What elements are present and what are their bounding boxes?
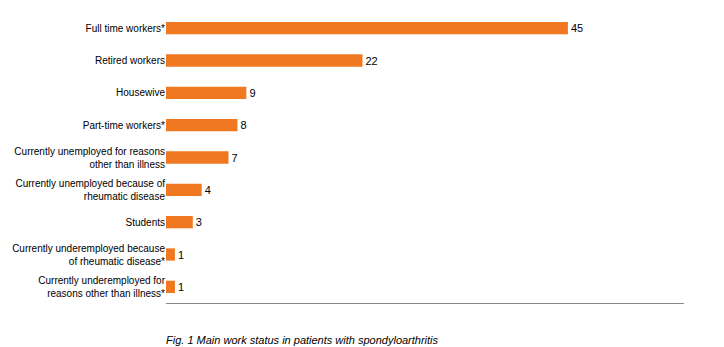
svg-text:3: 3 bbox=[196, 216, 202, 228]
svg-text:Currently underemployed forrea: Currently underemployed forreasons other… bbox=[38, 275, 165, 299]
svg-text:Retired workers: Retired workers bbox=[95, 55, 165, 66]
svg-text:Currently underemployed becaus: Currently underemployed becauseof rheuma… bbox=[12, 243, 165, 267]
svg-text:8: 8 bbox=[240, 119, 246, 131]
svg-text:Students: Students bbox=[126, 217, 165, 228]
svg-text:Fig. 1 Main work status in pat: Fig. 1 Main work status in patients with… bbox=[166, 334, 439, 346]
svg-text:1: 1 bbox=[178, 281, 184, 293]
svg-text:Part-time workers*: Part-time workers* bbox=[83, 120, 165, 131]
svg-text:4: 4 bbox=[205, 184, 211, 196]
svg-text:Currently unemployed because o: Currently unemployed because ofrheumatic… bbox=[15, 178, 165, 202]
svg-text:Full time workers*: Full time workers* bbox=[86, 23, 166, 34]
svg-text:22: 22 bbox=[365, 55, 377, 67]
svg-text:1: 1 bbox=[178, 249, 184, 261]
svg-text:Currently unemployed for reaso: Currently unemployed for reasonsother th… bbox=[14, 146, 165, 170]
svg-text:7: 7 bbox=[232, 152, 238, 164]
svg-text:Housewive: Housewive bbox=[116, 87, 165, 98]
svg-text:9: 9 bbox=[249, 87, 255, 99]
svg-text:45: 45 bbox=[571, 22, 583, 34]
